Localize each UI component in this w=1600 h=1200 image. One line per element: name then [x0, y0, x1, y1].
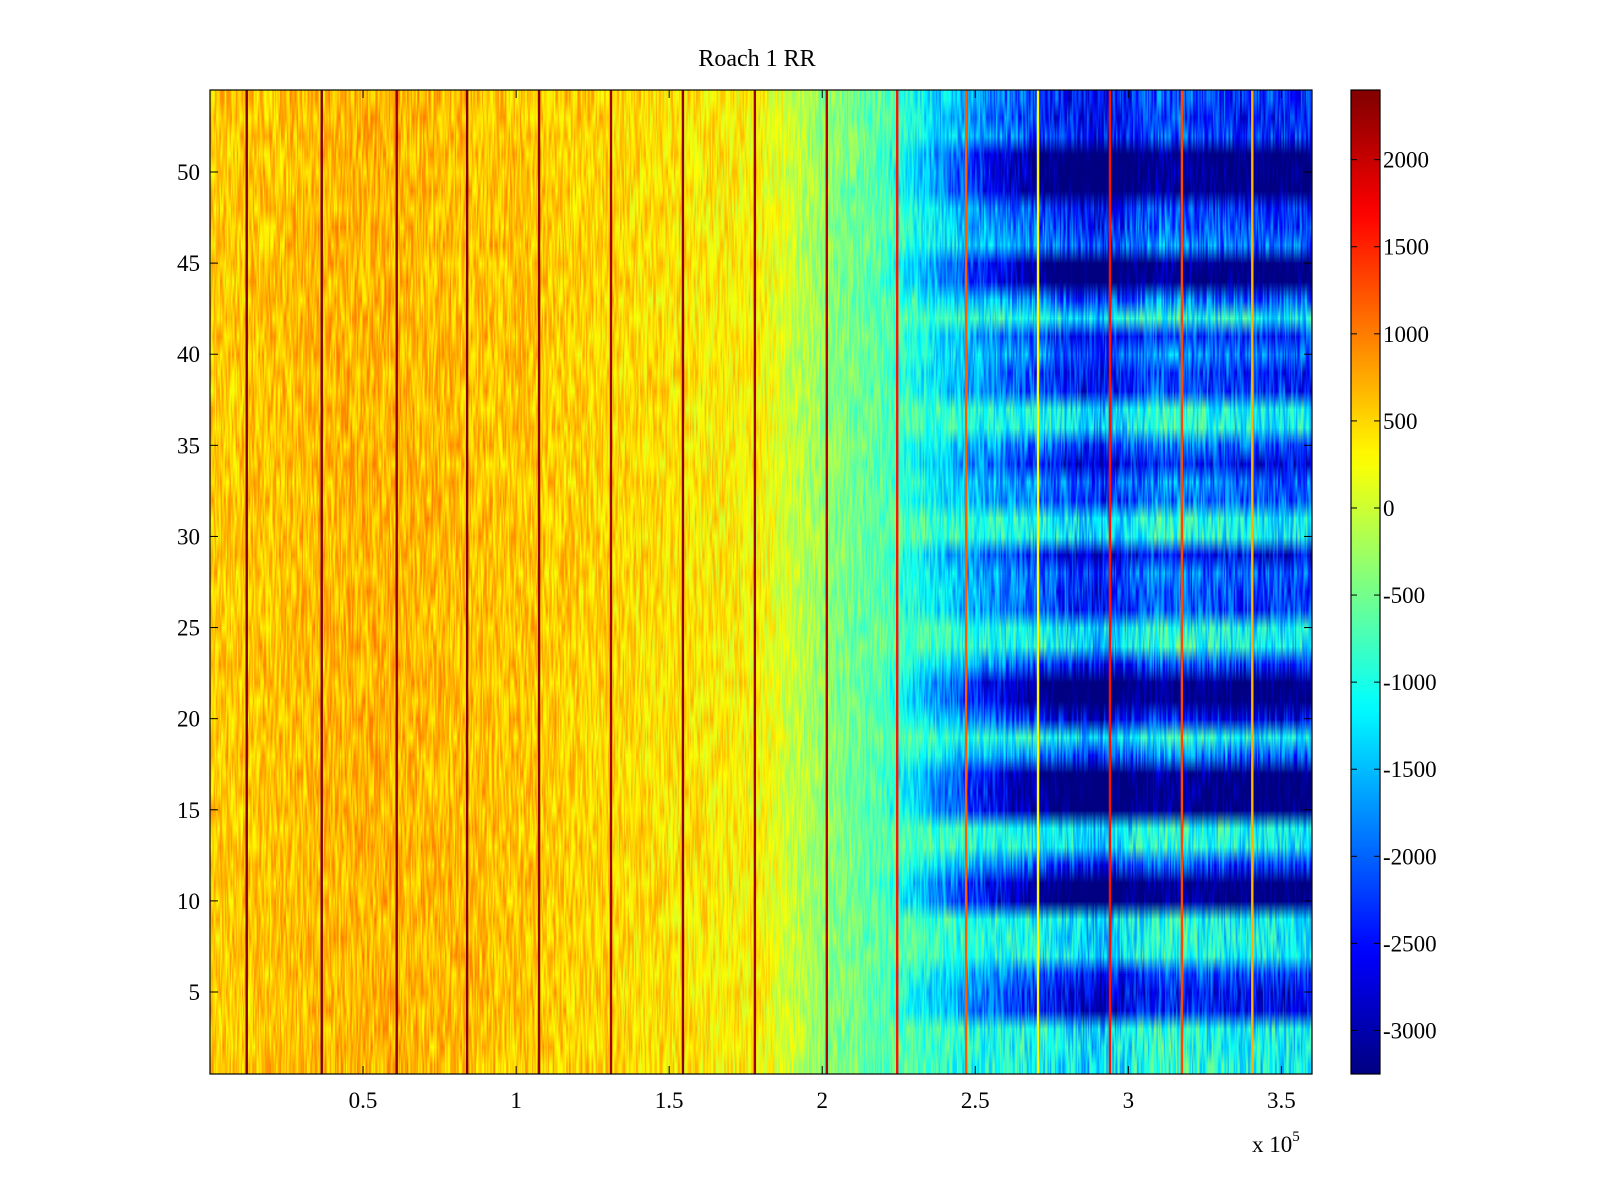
colorbar-tick-label: -2500 — [1383, 931, 1437, 956]
colorbar-tick-label: -1000 — [1383, 670, 1437, 695]
heatmap-image — [210, 90, 1312, 1074]
y-tick-label: 30 — [177, 524, 200, 549]
x-multiplier: x 105 — [1252, 1129, 1300, 1157]
y-tick-label: 45 — [177, 251, 200, 276]
x-tick-label: 0.5 — [349, 1088, 378, 1113]
y-tick-label: 15 — [177, 798, 200, 823]
y-tick-label: 25 — [177, 616, 200, 641]
colorbar-gradient — [1351, 90, 1380, 1074]
x-tick-label: 2 — [816, 1088, 828, 1113]
chart-title: Roach 1 RR — [698, 46, 815, 72]
x-tick-label: 3 — [1123, 1088, 1135, 1113]
colorbar-tick-label: -1500 — [1383, 757, 1437, 782]
y-tick-label: 40 — [177, 342, 200, 367]
spike-lines — [245, 90, 1254, 1074]
colorbar-tick-label: 1000 — [1383, 322, 1429, 347]
colorbar-tick-label: -2000 — [1383, 844, 1437, 869]
colorbar: 2000 1500 1000 500 0 -500 -1000 -1500 -2000 -2500… — [1350, 89, 1437, 1075]
y-tick-label: 35 — [177, 433, 200, 458]
y-tick-label: 20 — [177, 707, 200, 732]
colorbar-tick-label: 2000 — [1383, 148, 1429, 173]
plot-area: 0.5 1 1.5 2 2.5 3 3.5 5 10 15 20 25 30 35 40 45 50 — [177, 89, 1313, 1113]
x-tick-label: 3.5 — [1267, 1088, 1296, 1113]
colorbar-tick-label: -500 — [1383, 583, 1425, 608]
y-axis: 5 10 15 20 25 30 35 40 45 50 — [177, 160, 1312, 1005]
x-tick-label: 1.5 — [655, 1088, 684, 1113]
colorbar-tick-label: 0 — [1383, 496, 1395, 521]
plot-frame — [209, 89, 1313, 1075]
colorbar-tick-label: 500 — [1383, 409, 1418, 434]
colorbar-ticks: 2000 1500 1000 500 0 -500 -1000 -1500 -2000 -2500… — [1351, 148, 1437, 1043]
x-tick-label: 2.5 — [961, 1088, 990, 1113]
colorbar-tick-label: 1500 — [1383, 235, 1429, 260]
y-tick-label: 5 — [189, 980, 201, 1005]
y-tick-label: 10 — [177, 889, 200, 914]
y-tick-label: 50 — [177, 160, 200, 185]
colorbar-frame — [1350, 89, 1381, 1075]
colorbar-tick-label: -3000 — [1383, 1018, 1437, 1043]
x-axis: 0.5 1 1.5 2 2.5 3 3.5 — [349, 90, 1296, 1113]
x-tick-label: 1 — [510, 1088, 522, 1113]
